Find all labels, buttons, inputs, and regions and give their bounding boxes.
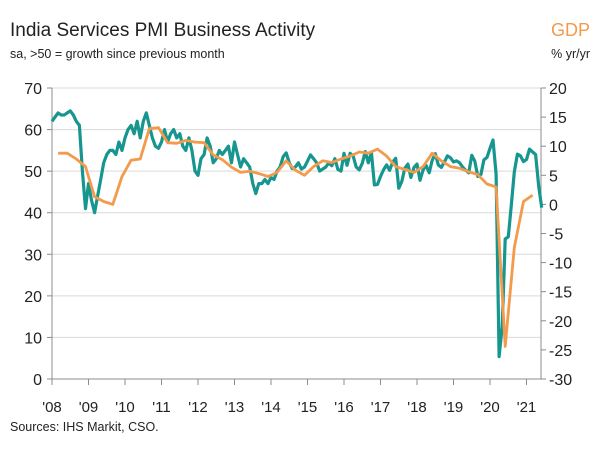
x-tick-label: '11: [152, 399, 170, 416]
axes: 0 10 20 30 40 50 60 70 -30 -25 -20 -15 -10 -5 0 5 10 15 20…: [24, 81, 572, 416]
left-tick-label: 40: [24, 206, 42, 223]
x-tick-label: '18: [407, 399, 427, 416]
left-tick-label: 20: [24, 289, 42, 306]
pmi-line: [50, 109, 544, 359]
right-tick-label: -5: [549, 227, 563, 244]
right-tick-label: -20: [549, 314, 572, 331]
left-tick-label: 10: [24, 330, 42, 347]
right-tick-label: 5: [549, 168, 558, 185]
x-tick-label: '14: [261, 399, 281, 416]
right-axis-title: GDP: [551, 20, 590, 40]
x-tick-label: '21: [517, 399, 537, 416]
left-tick-label: 30: [24, 247, 42, 264]
chart-title: India Services PMI Business Activity: [10, 20, 316, 41]
right-tick-label: -10: [549, 256, 572, 273]
left-tick-label: 0: [33, 372, 42, 389]
right-tick-label: -30: [549, 372, 572, 389]
right-tick-label: 15: [549, 110, 567, 127]
x-tick-label: '10: [115, 399, 135, 416]
right-tick-label: 0: [549, 197, 558, 214]
right-tick-label: 10: [549, 139, 567, 156]
x-tick-label: '19: [444, 399, 464, 416]
x-tick-label: '20: [480, 399, 500, 416]
chart-subtitle: sa, >50 = growth since previous month: [10, 47, 225, 61]
source-note: Sources: IHS Markit, CSO.: [10, 420, 159, 434]
series-lines: [50, 109, 544, 359]
right-tick-label: -25: [549, 343, 572, 360]
left-tick-label: 50: [24, 164, 42, 181]
gridlines: [52, 87, 541, 338]
left-tick-label: 70: [24, 81, 42, 98]
x-tick-label: '09: [79, 399, 99, 416]
x-tick-label: '08: [42, 399, 62, 416]
x-tick-label: '15: [298, 399, 318, 416]
left-tick-label: 60: [24, 123, 42, 140]
right-axis-unit: % yr/yr: [551, 47, 590, 61]
x-tick-label: '12: [188, 399, 208, 416]
right-tick-label: 20: [549, 81, 567, 98]
right-tick-label: -15: [549, 285, 572, 302]
x-tick-label: '17: [371, 399, 391, 416]
x-tick-label: '13: [225, 399, 245, 416]
x-tick-label: '16: [334, 399, 354, 416]
gdp-line: [58, 126, 534, 348]
